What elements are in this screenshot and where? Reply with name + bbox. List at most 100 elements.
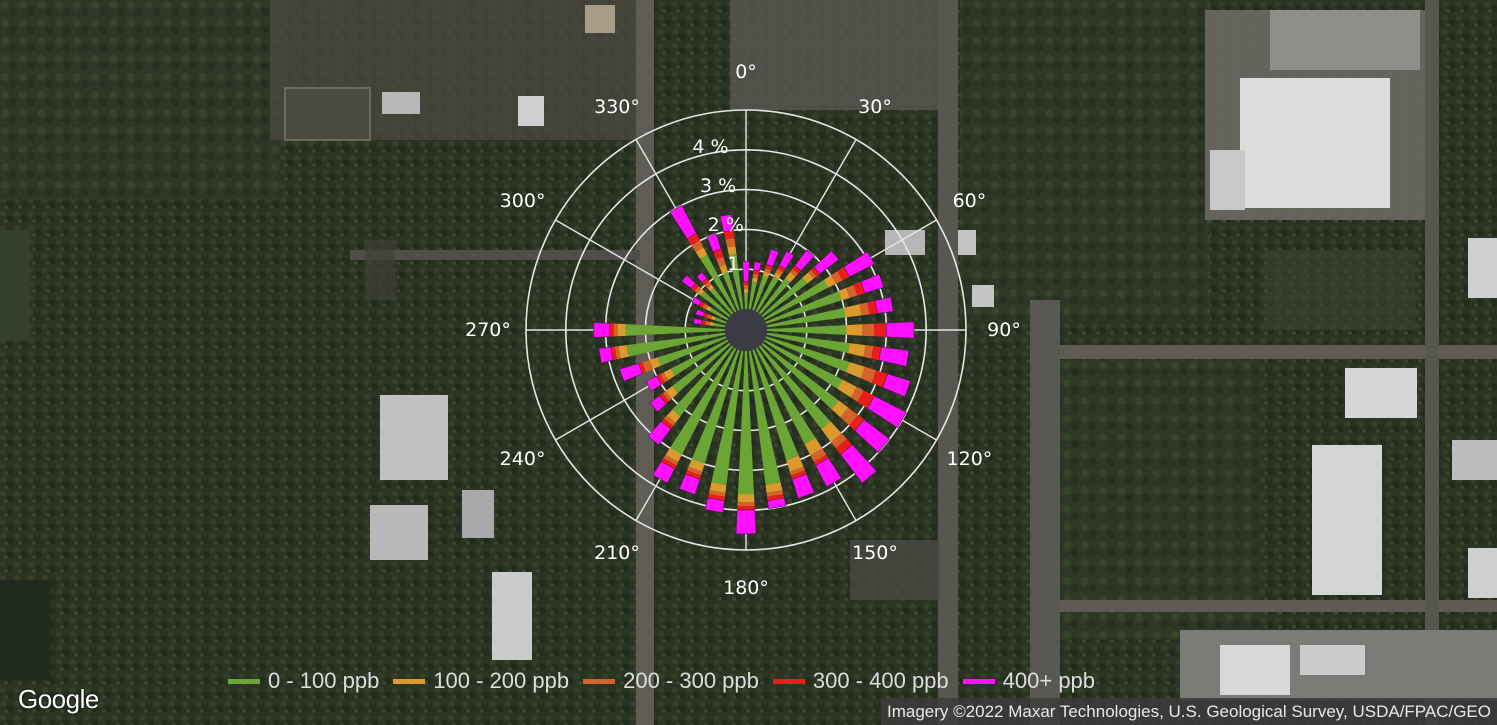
angle-label-30: 30° bbox=[858, 95, 892, 118]
bar-110-0-100-ppb bbox=[765, 336, 850, 373]
bar-90-400-ppb bbox=[885, 321, 915, 339]
bar-200-0-100-ppb bbox=[691, 349, 740, 465]
bar-150-100-200-ppb bbox=[804, 437, 823, 455]
bar-350-200-300-ppb bbox=[725, 238, 736, 248]
bar-90-200-300-ppb bbox=[862, 323, 875, 337]
bar-340-300-400-ppb bbox=[713, 249, 724, 260]
bar-180-200-300-ppb bbox=[737, 502, 755, 507]
bar-40-400-ppb bbox=[794, 249, 815, 272]
bar-60-100-200-ppb bbox=[823, 275, 836, 288]
bar-310-0-100-ppb bbox=[700, 291, 731, 318]
bar-110-400-ppb bbox=[882, 373, 911, 398]
bar-290-100-200-ppb bbox=[710, 315, 716, 321]
calm-center bbox=[725, 309, 767, 351]
bar-330-200-300-ppb bbox=[691, 240, 704, 253]
bar-40-100-200-ppb bbox=[785, 272, 796, 283]
bar-290-200-300-ppb bbox=[706, 314, 712, 320]
bar-140-100-200-ppb bbox=[821, 421, 842, 442]
bar-50-200-300-ppb bbox=[808, 269, 817, 279]
bar-320-200-300-ppb bbox=[704, 281, 712, 289]
legend-label: 400+ ppb bbox=[1002, 668, 1096, 693]
angle-label-90: 90° bbox=[987, 319, 1021, 341]
bar-190-100-200-ppb bbox=[709, 482, 727, 493]
bar-120-100-200-ppb bbox=[837, 379, 857, 398]
warehouse-roof bbox=[1240, 78, 1390, 208]
legend-swatch bbox=[772, 678, 805, 684]
bar-300-400-ppb bbox=[691, 296, 702, 307]
legend-swatch bbox=[228, 678, 260, 684]
bar-320-300-400-ppb bbox=[701, 278, 710, 286]
angle-label-150: 150° bbox=[852, 542, 898, 565]
bar-50-0-100-ppb bbox=[761, 277, 808, 318]
bar-170-100-200-ppb bbox=[765, 482, 783, 493]
bar-350-100-200-ppb bbox=[727, 245, 737, 256]
bar-90-300-400-ppb bbox=[874, 323, 887, 337]
bar-160-200-300-ppb bbox=[789, 466, 806, 476]
bar-100-400-ppb bbox=[878, 346, 910, 367]
bar-80-300-400-ppb bbox=[867, 300, 878, 315]
bar-220-400-ppb bbox=[647, 420, 672, 446]
bar-180-400-ppb bbox=[735, 509, 757, 535]
bar-140-0-100-ppb bbox=[758, 345, 831, 430]
map-attribution[interactable]: Imagery ©2022 Maxar Technologies, U.S. G… bbox=[881, 698, 1497, 725]
angle-label-300: 300° bbox=[499, 190, 546, 212]
bar-280-400-ppb bbox=[693, 317, 703, 325]
bar-60-300-400-ppb bbox=[837, 266, 850, 281]
bar-240-300-400-ppb bbox=[656, 374, 665, 385]
legend-item: 100 - 200 ppb bbox=[393, 668, 569, 694]
bar-50-400-ppb bbox=[813, 250, 840, 275]
angle-label-270: 270° bbox=[465, 319, 511, 341]
bar-70-400-ppb bbox=[860, 273, 885, 294]
bar-200-200-300-ppb bbox=[686, 466, 703, 476]
angle-label-60: 60° bbox=[952, 190, 987, 212]
bar-30-300-400-ppb bbox=[777, 265, 786, 273]
bar-220-0-100-ppb bbox=[672, 345, 734, 417]
bar-10-0-100-ppb bbox=[748, 281, 757, 310]
bar-20-0-100-ppb bbox=[752, 275, 769, 311]
bar-30-100-200-ppb bbox=[773, 272, 782, 279]
bar-140-300-400-ppb bbox=[835, 438, 853, 455]
bar-260-300-400-ppb bbox=[610, 346, 617, 361]
bar-180-0-100-ppb bbox=[737, 350, 755, 495]
bar-90-100-200-ppb bbox=[846, 324, 863, 336]
polar-bars bbox=[593, 204, 915, 535]
bar-40-300-400-ppb bbox=[792, 265, 801, 274]
angle-label-330: 330° bbox=[594, 95, 640, 118]
bar-250-200-300-ppb bbox=[642, 359, 654, 373]
bar-10-100-200-ppb bbox=[752, 277, 758, 283]
bar-40-0-100-ppb bbox=[758, 278, 791, 315]
bar-250-400-ppb bbox=[619, 362, 643, 382]
bar-130-100-200-ppb bbox=[831, 400, 849, 418]
bar-130-400-ppb bbox=[854, 419, 890, 453]
bar-100-100-200-ppb bbox=[847, 343, 866, 357]
bar-250-100-200-ppb bbox=[649, 357, 661, 369]
bar-150-300-400-ppb bbox=[813, 454, 829, 466]
bar-340-400-ppb bbox=[706, 233, 722, 253]
bar-250-0-100-ppb bbox=[657, 336, 727, 366]
google-logo[interactable]: Google bbox=[18, 684, 99, 714]
bar-300-100-200-ppb bbox=[706, 305, 712, 312]
bar-320-0-100-ppb bbox=[710, 287, 734, 315]
bar-340-200-300-ppb bbox=[716, 256, 726, 267]
bar-130-300-400-ppb bbox=[849, 414, 865, 431]
bar-200-400-ppb bbox=[678, 473, 701, 495]
bar-160-100-200-ppb bbox=[786, 455, 804, 472]
ring-label-4: 4 % bbox=[692, 136, 729, 159]
legend-item: 300 - 400 ppb bbox=[772, 668, 949, 694]
bar-180-100-200-ppb bbox=[737, 494, 755, 503]
ring-label-2: 2 % bbox=[707, 214, 744, 237]
bar-110-300-400-ppb bbox=[871, 370, 888, 388]
bar-70-100-200-ppb bbox=[838, 287, 850, 301]
bar-270-200-300-ppb bbox=[613, 323, 618, 337]
legend-swatch bbox=[393, 678, 426, 684]
legend-swatch bbox=[583, 678, 616, 684]
bar-10-200-300-ppb bbox=[752, 273, 759, 279]
bar-20-300-400-ppb bbox=[765, 264, 773, 271]
bar-320-400-ppb bbox=[696, 271, 708, 283]
bar-90-0-100-ppb bbox=[766, 325, 847, 335]
substation bbox=[730, 0, 940, 110]
legend-item: 0 - 100 ppb bbox=[228, 668, 379, 694]
bar-170-400-ppb bbox=[767, 497, 787, 510]
bar-280-300-400-ppb bbox=[701, 320, 707, 325]
